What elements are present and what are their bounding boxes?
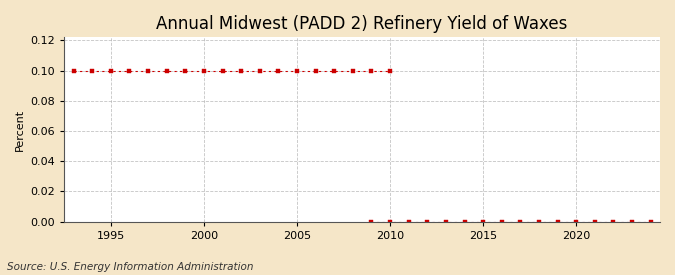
Text: Source: U.S. Energy Information Administration: Source: U.S. Energy Information Administ…: [7, 262, 253, 272]
Title: Annual Midwest (PADD 2) Refinery Yield of Waxes: Annual Midwest (PADD 2) Refinery Yield o…: [157, 15, 568, 33]
Y-axis label: Percent: Percent: [15, 108, 25, 151]
